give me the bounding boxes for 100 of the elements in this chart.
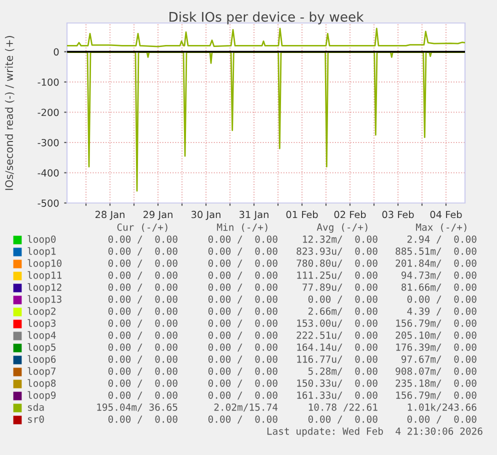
text: 10.78 /22.61 xyxy=(308,403,378,412)
text: 2.02m/15.74 xyxy=(214,403,278,412)
text: 0.00 / 0.00 xyxy=(208,235,278,244)
y-tick-label: -100 xyxy=(38,78,59,86)
text: 205.10m/ 0.00 xyxy=(396,331,476,340)
text: 0.00 / 0.00 xyxy=(308,295,378,304)
legend-label: loop3 xyxy=(28,319,56,329)
text: 0.00 / 0.00 xyxy=(108,379,178,388)
text: 2.66m/ 0.00 xyxy=(308,307,378,316)
text: 4.39 / 0.00 xyxy=(407,307,476,316)
text: 2.94 / 0.00 xyxy=(407,235,476,244)
text: 0.00 / 0.00 xyxy=(108,415,178,424)
text: Last update: Wed Feb 4 21:30:06 2026 xyxy=(267,427,482,437)
text: 0.00 / 0.00 xyxy=(108,331,178,340)
legend-label: loop12 xyxy=(28,283,62,293)
text: 0.00 / 0.00 xyxy=(208,391,278,400)
x-tick-label: 28 Jan xyxy=(95,210,124,220)
text: 0.00 / 0.00 xyxy=(208,415,278,424)
legend-label: loop2 xyxy=(28,307,56,317)
legend-label: sda xyxy=(28,403,44,411)
text: 0.00 / 0.00 xyxy=(108,295,178,304)
text: 0.00 / 0.00 xyxy=(308,415,378,424)
x-tick-label: 30 Jan xyxy=(192,210,220,220)
text: 0.00 / 0.00 xyxy=(108,355,178,364)
legend-label: loop8 xyxy=(28,379,56,389)
text: 156.79m/ 0.00 xyxy=(396,319,476,328)
legend-label: loop0 xyxy=(28,235,56,245)
text: 823.93u/ 0.00 xyxy=(296,247,378,256)
text: 0.00 / 0.00 xyxy=(208,259,278,268)
text: 161.33u/ 0.00 xyxy=(297,391,378,400)
y-tick-label: -400 xyxy=(38,169,59,177)
text: 1.01k/243.66 xyxy=(408,403,476,412)
text: 201.84m/ 0.00 xyxy=(396,259,476,268)
text: 0.00 / 0.00 xyxy=(208,283,278,292)
text: 0.00 / 0.00 xyxy=(208,367,278,376)
legend-label: loop1 xyxy=(28,247,56,257)
text: 0.00 / 0.00 xyxy=(407,415,476,424)
x-tick-label: 01 Feb xyxy=(286,210,318,218)
chart-title: Disk IOs per device - by week xyxy=(170,12,364,24)
text: 0.00 / 0.00 xyxy=(208,355,278,364)
text: 0.00 / 0.00 xyxy=(407,295,476,304)
text: 0.00 / 0.00 xyxy=(108,391,178,400)
legend-label: loop10 xyxy=(28,259,62,269)
y-axis-title: IOs/second read (-) / write (+) xyxy=(4,36,14,190)
text: 0.00 / 0.00 xyxy=(108,259,178,268)
text: 0.00 / 0.00 xyxy=(108,235,178,244)
text: 195.04m/ 36.65 xyxy=(97,403,178,412)
legend-label: loop6 xyxy=(28,355,56,365)
y-tick-label: -500 xyxy=(38,199,59,207)
legend-label: loop11 xyxy=(28,271,62,281)
x-tick-label: 31 Jan xyxy=(240,210,268,220)
text: 0.00 / 0.00 xyxy=(208,247,278,256)
y-tick-label: 0 xyxy=(54,48,59,56)
legend-label: loop13 xyxy=(28,295,62,305)
y-tick-label: -200 xyxy=(38,108,59,116)
text: 12.32m/ 0.00 xyxy=(303,235,378,244)
text: 780.80u/ 0.00 xyxy=(296,259,378,268)
text: 0.00 / 0.00 xyxy=(108,247,178,256)
text: 0.00 / 0.00 xyxy=(108,283,178,292)
text: 156.79m/ 0.00 xyxy=(396,391,476,400)
text: 0.00 / 0.00 xyxy=(108,271,178,280)
legend-label: loop9 xyxy=(28,391,56,401)
x-tick-label: 04 Feb xyxy=(430,210,462,218)
text: 0.00 / 0.00 xyxy=(208,379,278,388)
text: 5.28m/ 0.00 xyxy=(308,367,378,376)
text: 150.33u/ 0.00 xyxy=(297,379,378,388)
x-tick-label: 03 Feb xyxy=(382,210,414,218)
legend-label: sr0 xyxy=(28,415,44,423)
text: 0.00 / 0.00 xyxy=(208,295,278,304)
text: 153.00u/ 0.00 xyxy=(297,319,378,328)
text: 94.73m/ 0.00 xyxy=(402,271,476,280)
text: 0.00 / 0.00 xyxy=(108,343,178,352)
text: 81.66m/ 0.00 xyxy=(402,283,476,292)
text: 0.00 / 0.00 xyxy=(208,307,278,316)
legend-label: loop7 xyxy=(28,367,56,377)
text: 97.67m/ 0.00 xyxy=(402,355,476,364)
text: 0.00 / 0.00 xyxy=(208,331,278,340)
text: 77.89u/ 0.00 xyxy=(302,283,378,292)
text: 111.25u/ 0.00 xyxy=(297,271,378,280)
text: 908.07m/ 0.00 xyxy=(396,367,476,376)
text: 222.51u/ 0.00 xyxy=(296,331,378,340)
text: Avg (-/+) xyxy=(316,223,368,233)
x-tick-label: 29 Jan xyxy=(143,210,172,220)
text: Cur (-/+) xyxy=(117,223,168,232)
text: 0.00 / 0.00 xyxy=(108,319,178,328)
text: 164.14u/ 0.00 xyxy=(297,343,378,352)
x-tick-label: 02 Feb xyxy=(334,210,366,218)
line-series xyxy=(67,52,465,192)
text: 116.77u/ 0.00 xyxy=(297,355,378,364)
text: 0.00 / 0.00 xyxy=(208,343,278,352)
text: 176.39m/ 0.00 xyxy=(396,343,476,352)
text: 0.00 / 0.00 xyxy=(108,307,178,316)
text: 885.51m/ 0.00 xyxy=(396,247,476,256)
text: Min (-/+) xyxy=(217,223,268,232)
text: Max (-/+) xyxy=(416,223,466,232)
line-series xyxy=(67,28,465,48)
text: 0.00 / 0.00 xyxy=(208,319,278,328)
legend-label: loop5 xyxy=(28,343,56,353)
text: 0.00 / 0.00 xyxy=(108,367,178,376)
text: 0.00 / 0.00 xyxy=(208,271,278,280)
